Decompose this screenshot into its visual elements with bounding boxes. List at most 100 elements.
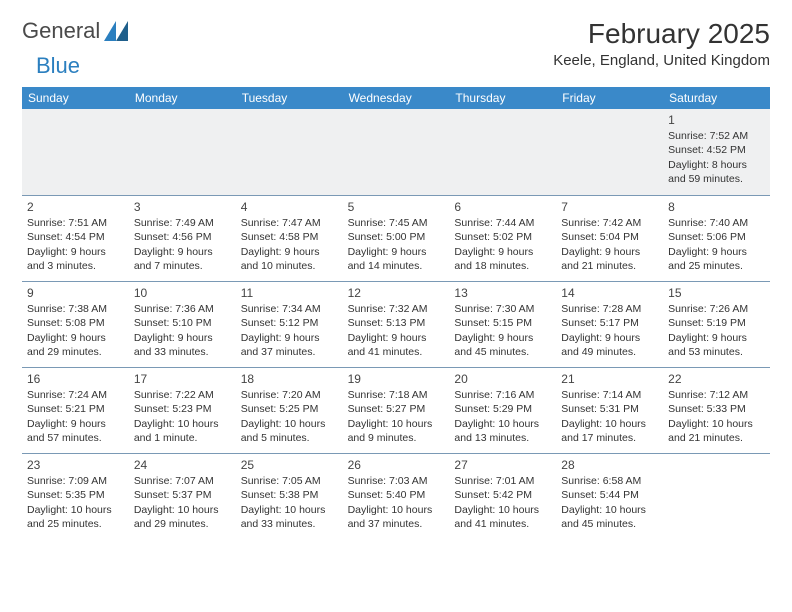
calendar-cell: 10Sunrise: 7:36 AMSunset: 5:10 PMDayligh… bbox=[129, 281, 236, 367]
sunset-text: Sunset: 5:19 PM bbox=[668, 316, 765, 330]
calendar-cell bbox=[449, 109, 556, 195]
sunrise-text: Sunrise: 7:51 AM bbox=[27, 216, 124, 230]
calendar-cell: 1Sunrise: 7:52 AMSunset: 4:52 PMDaylight… bbox=[663, 109, 770, 195]
calendar-cell: 7Sunrise: 7:42 AMSunset: 5:04 PMDaylight… bbox=[556, 195, 663, 281]
sunrise-text: Sunrise: 7:45 AM bbox=[348, 216, 445, 230]
sunrise-text: Sunrise: 7:26 AM bbox=[668, 302, 765, 316]
sunset-text: Sunset: 5:10 PM bbox=[134, 316, 231, 330]
calendar-cell: 25Sunrise: 7:05 AMSunset: 5:38 PMDayligh… bbox=[236, 453, 343, 539]
sunrise-text: Sunrise: 7:40 AM bbox=[668, 216, 765, 230]
day-number: 22 bbox=[668, 371, 765, 387]
brand-part1: General bbox=[22, 18, 100, 44]
sunset-text: Sunset: 4:54 PM bbox=[27, 230, 124, 244]
day-number: 24 bbox=[134, 457, 231, 473]
weekday-tuesday: Tuesday bbox=[236, 87, 343, 109]
sunset-text: Sunset: 5:27 PM bbox=[348, 402, 445, 416]
sunset-text: Sunset: 5:06 PM bbox=[668, 230, 765, 244]
day-number: 18 bbox=[241, 371, 338, 387]
calendar-cell: 6Sunrise: 7:44 AMSunset: 5:02 PMDaylight… bbox=[449, 195, 556, 281]
sunset-text: Sunset: 5:08 PM bbox=[27, 316, 124, 330]
daylight-text: Daylight: 9 hours and 18 minutes. bbox=[454, 245, 551, 273]
daylight-text: Daylight: 9 hours and 33 minutes. bbox=[134, 331, 231, 359]
sunset-text: Sunset: 5:21 PM bbox=[27, 402, 124, 416]
sunrise-text: Sunrise: 7:38 AM bbox=[27, 302, 124, 316]
sunset-text: Sunset: 5:25 PM bbox=[241, 402, 338, 416]
day-number: 21 bbox=[561, 371, 658, 387]
brand-logo: General bbox=[22, 18, 128, 44]
sunset-text: Sunset: 5:23 PM bbox=[134, 402, 231, 416]
calendar-cell: 13Sunrise: 7:30 AMSunset: 5:15 PMDayligh… bbox=[449, 281, 556, 367]
sunset-text: Sunset: 5:42 PM bbox=[454, 488, 551, 502]
sunset-text: Sunset: 5:00 PM bbox=[348, 230, 445, 244]
sunrise-text: Sunrise: 7:05 AM bbox=[241, 474, 338, 488]
logo-mark-icon bbox=[104, 21, 128, 41]
sunrise-text: Sunrise: 7:12 AM bbox=[668, 388, 765, 402]
daylight-text: Daylight: 10 hours and 37 minutes. bbox=[348, 503, 445, 531]
sunset-text: Sunset: 5:31 PM bbox=[561, 402, 658, 416]
day-number: 10 bbox=[134, 285, 231, 301]
daylight-text: Daylight: 10 hours and 25 minutes. bbox=[27, 503, 124, 531]
daylight-text: Daylight: 10 hours and 45 minutes. bbox=[561, 503, 658, 531]
calendar-cell: 15Sunrise: 7:26 AMSunset: 5:19 PMDayligh… bbox=[663, 281, 770, 367]
calendar-cell: 2Sunrise: 7:51 AMSunset: 4:54 PMDaylight… bbox=[22, 195, 129, 281]
day-number: 14 bbox=[561, 285, 658, 301]
day-number: 28 bbox=[561, 457, 658, 473]
daylight-text: Daylight: 10 hours and 21 minutes. bbox=[668, 417, 765, 445]
sunset-text: Sunset: 5:38 PM bbox=[241, 488, 338, 502]
daylight-text: Daylight: 10 hours and 5 minutes. bbox=[241, 417, 338, 445]
sunrise-text: Sunrise: 7:14 AM bbox=[561, 388, 658, 402]
weekday-monday: Monday bbox=[129, 87, 236, 109]
sunset-text: Sunset: 4:52 PM bbox=[668, 143, 765, 157]
day-number: 5 bbox=[348, 199, 445, 215]
sunrise-text: Sunrise: 7:22 AM bbox=[134, 388, 231, 402]
sunset-text: Sunset: 5:29 PM bbox=[454, 402, 551, 416]
calendar-cell: 12Sunrise: 7:32 AMSunset: 5:13 PMDayligh… bbox=[343, 281, 450, 367]
daylight-text: Daylight: 9 hours and 37 minutes. bbox=[241, 331, 338, 359]
sunset-text: Sunset: 5:13 PM bbox=[348, 316, 445, 330]
day-number: 12 bbox=[348, 285, 445, 301]
calendar-cell: 22Sunrise: 7:12 AMSunset: 5:33 PMDayligh… bbox=[663, 367, 770, 453]
calendar-cell: 8Sunrise: 7:40 AMSunset: 5:06 PMDaylight… bbox=[663, 195, 770, 281]
sunset-text: Sunset: 5:33 PM bbox=[668, 402, 765, 416]
day-number: 13 bbox=[454, 285, 551, 301]
weekday-wednesday: Wednesday bbox=[343, 87, 450, 109]
calendar-cell: 24Sunrise: 7:07 AMSunset: 5:37 PMDayligh… bbox=[129, 453, 236, 539]
calendar-cell: 11Sunrise: 7:34 AMSunset: 5:12 PMDayligh… bbox=[236, 281, 343, 367]
daylight-text: Daylight: 9 hours and 25 minutes. bbox=[668, 245, 765, 273]
calendar-cell: 28Sunrise: 6:58 AMSunset: 5:44 PMDayligh… bbox=[556, 453, 663, 539]
sunrise-text: Sunrise: 7:28 AM bbox=[561, 302, 658, 316]
sunrise-text: Sunrise: 7:07 AM bbox=[134, 474, 231, 488]
weekday-header-row: Sunday Monday Tuesday Wednesday Thursday… bbox=[22, 87, 770, 109]
calendar-cell bbox=[22, 109, 129, 195]
calendar-cell: 9Sunrise: 7:38 AMSunset: 5:08 PMDaylight… bbox=[22, 281, 129, 367]
day-number: 6 bbox=[454, 199, 551, 215]
calendar-cell bbox=[556, 109, 663, 195]
day-number: 4 bbox=[241, 199, 338, 215]
sunset-text: Sunset: 4:58 PM bbox=[241, 230, 338, 244]
calendar-cell bbox=[663, 453, 770, 539]
calendar-cell: 20Sunrise: 7:16 AMSunset: 5:29 PMDayligh… bbox=[449, 367, 556, 453]
calendar-cell: 26Sunrise: 7:03 AMSunset: 5:40 PMDayligh… bbox=[343, 453, 450, 539]
sunset-text: Sunset: 5:40 PM bbox=[348, 488, 445, 502]
daylight-text: Daylight: 9 hours and 3 minutes. bbox=[27, 245, 124, 273]
sunrise-text: Sunrise: 7:03 AM bbox=[348, 474, 445, 488]
daylight-text: Daylight: 9 hours and 49 minutes. bbox=[561, 331, 658, 359]
daylight-text: Daylight: 9 hours and 57 minutes. bbox=[27, 417, 124, 445]
calendar-cell: 27Sunrise: 7:01 AMSunset: 5:42 PMDayligh… bbox=[449, 453, 556, 539]
calendar-cell: 16Sunrise: 7:24 AMSunset: 5:21 PMDayligh… bbox=[22, 367, 129, 453]
day-number: 8 bbox=[668, 199, 765, 215]
sunrise-text: Sunrise: 7:44 AM bbox=[454, 216, 551, 230]
day-number: 27 bbox=[454, 457, 551, 473]
calendar-grid: 1Sunrise: 7:52 AMSunset: 4:52 PMDaylight… bbox=[22, 109, 770, 539]
day-number: 25 bbox=[241, 457, 338, 473]
calendar-cell: 3Sunrise: 7:49 AMSunset: 4:56 PMDaylight… bbox=[129, 195, 236, 281]
sunrise-text: Sunrise: 7:20 AM bbox=[241, 388, 338, 402]
sunset-text: Sunset: 4:56 PM bbox=[134, 230, 231, 244]
sunrise-text: Sunrise: 7:18 AM bbox=[348, 388, 445, 402]
sunset-text: Sunset: 5:12 PM bbox=[241, 316, 338, 330]
sunrise-text: Sunrise: 7:36 AM bbox=[134, 302, 231, 316]
day-number: 19 bbox=[348, 371, 445, 387]
day-number: 16 bbox=[27, 371, 124, 387]
sunrise-text: Sunrise: 7:24 AM bbox=[27, 388, 124, 402]
day-number: 3 bbox=[134, 199, 231, 215]
